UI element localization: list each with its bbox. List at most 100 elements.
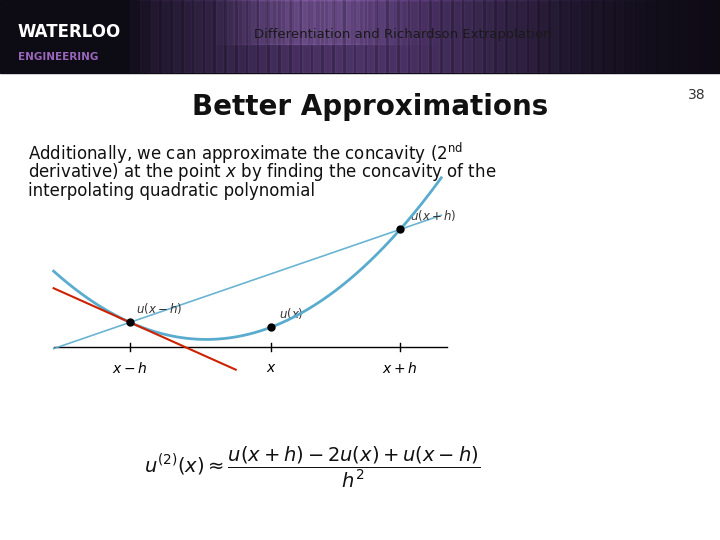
- Bar: [449, 0, 471, 44]
- Text: WATERLOO: WATERLOO: [18, 23, 121, 42]
- Bar: [367, 0, 396, 73]
- Bar: [518, 0, 547, 73]
- Text: Differentiation and Richardson Extrapolation: Differentiation and Richardson Extrapola…: [254, 29, 552, 42]
- Bar: [173, 0, 202, 73]
- Bar: [292, 0, 320, 73]
- Bar: [467, 0, 488, 44]
- Bar: [259, 0, 288, 73]
- Bar: [363, 0, 384, 44]
- Text: 38: 38: [688, 88, 706, 102]
- Bar: [225, 0, 246, 44]
- Bar: [285, 0, 307, 44]
- Bar: [572, 0, 601, 73]
- Bar: [302, 0, 331, 73]
- Bar: [324, 0, 353, 73]
- Bar: [216, 0, 238, 44]
- Bar: [529, 0, 558, 73]
- Bar: [227, 0, 256, 73]
- Bar: [702, 0, 720, 73]
- Bar: [259, 0, 281, 44]
- Bar: [346, 0, 374, 73]
- Bar: [659, 0, 688, 73]
- Bar: [415, 0, 436, 44]
- Bar: [151, 0, 180, 73]
- Text: $u(x)$: $u(x)$: [279, 306, 304, 321]
- Bar: [337, 0, 359, 44]
- Bar: [268, 0, 289, 44]
- Bar: [281, 0, 310, 73]
- Bar: [233, 0, 255, 44]
- Bar: [216, 0, 245, 73]
- Bar: [320, 0, 341, 44]
- Bar: [397, 0, 419, 44]
- Bar: [346, 0, 367, 44]
- Text: Better Approximations: Better Approximations: [192, 93, 548, 121]
- Bar: [670, 0, 698, 73]
- Bar: [583, 0, 612, 73]
- Bar: [194, 0, 223, 73]
- Text: $u(x-h)$: $u(x-h)$: [136, 301, 182, 316]
- Bar: [441, 0, 462, 44]
- Bar: [400, 0, 428, 73]
- Bar: [354, 0, 376, 44]
- Bar: [475, 0, 504, 73]
- Bar: [162, 0, 191, 73]
- Bar: [242, 0, 264, 44]
- Bar: [540, 0, 569, 73]
- Bar: [443, 0, 472, 73]
- Bar: [637, 0, 666, 73]
- Bar: [551, 0, 580, 73]
- Bar: [251, 0, 272, 44]
- Bar: [294, 0, 315, 44]
- Bar: [184, 0, 212, 73]
- Bar: [140, 0, 169, 73]
- Bar: [691, 0, 720, 73]
- Text: $x+h$: $x+h$: [382, 361, 418, 376]
- Bar: [464, 0, 493, 73]
- Text: interpolating quadratic polynomial: interpolating quadratic polynomial: [28, 181, 315, 200]
- Bar: [562, 0, 590, 73]
- Bar: [421, 0, 450, 73]
- Bar: [626, 0, 655, 73]
- Bar: [508, 0, 536, 73]
- Bar: [335, 0, 364, 73]
- Bar: [270, 0, 299, 73]
- Text: $u(x+h)$: $u(x+h)$: [410, 208, 456, 223]
- Bar: [328, 0, 350, 44]
- Bar: [380, 0, 402, 44]
- Bar: [205, 0, 234, 73]
- Bar: [454, 0, 482, 73]
- Text: $x-h$: $x-h$: [112, 361, 148, 376]
- Bar: [410, 0, 439, 73]
- Text: derivative) at the point $x$ by finding the concavity of the: derivative) at the point $x$ by finding …: [28, 161, 496, 183]
- Bar: [276, 0, 298, 44]
- Bar: [389, 0, 410, 44]
- Bar: [302, 0, 324, 44]
- Bar: [130, 0, 158, 73]
- Text: ENGINEERING: ENGINEERING: [18, 52, 99, 63]
- Bar: [486, 0, 515, 73]
- Bar: [238, 0, 266, 73]
- Text: Additionally, we can approximate the concavity (2$^\mathregular{nd}$: Additionally, we can approximate the con…: [28, 141, 463, 166]
- Bar: [313, 0, 342, 73]
- Bar: [389, 0, 418, 73]
- Bar: [594, 0, 623, 73]
- Text: $u^{(2)}(x)\approx\dfrac{u(x+h)-2u(x)+u(x-h)}{h^2}$: $u^{(2)}(x)\approx\dfrac{u(x+h)-2u(x)+u(…: [143, 444, 480, 490]
- Bar: [458, 0, 480, 44]
- Bar: [248, 0, 277, 73]
- Bar: [372, 0, 393, 44]
- Bar: [432, 0, 461, 73]
- Bar: [497, 0, 526, 73]
- Bar: [616, 0, 644, 73]
- Bar: [605, 0, 634, 73]
- Bar: [378, 0, 407, 73]
- Bar: [648, 0, 677, 73]
- Text: $x$: $x$: [266, 361, 276, 375]
- Bar: [680, 0, 709, 73]
- Bar: [432, 0, 454, 44]
- Bar: [311, 0, 333, 44]
- Bar: [356, 0, 385, 73]
- Bar: [423, 0, 445, 44]
- Bar: [406, 0, 428, 44]
- Bar: [713, 0, 720, 73]
